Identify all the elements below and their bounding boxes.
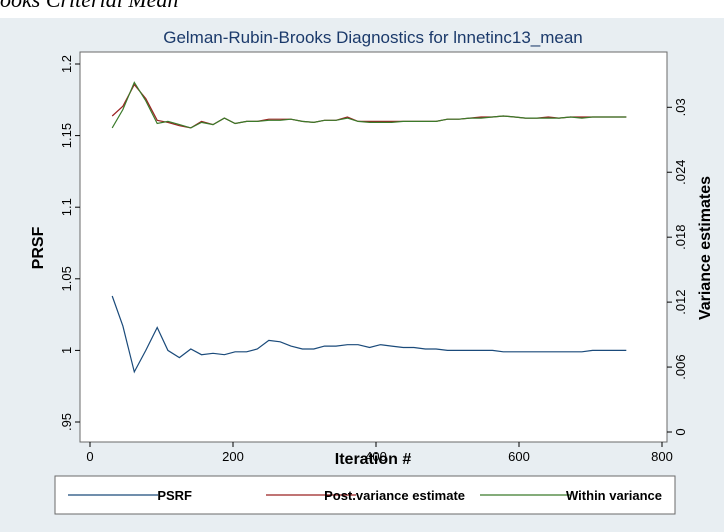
x-tick-label: 800 bbox=[651, 449, 673, 464]
series-line-3 bbox=[111, 81, 627, 129]
y-tick-label: 1.05 bbox=[59, 266, 74, 291]
chart-title: Gelman-Rubin-Brooks Diagnostics for lnne… bbox=[163, 28, 583, 47]
y-tick-label: .95 bbox=[59, 413, 74, 431]
series-lines bbox=[111, 81, 627, 374]
legend-box bbox=[54, 475, 676, 515]
y-tick-label: 1.1 bbox=[59, 198, 74, 216]
y-tick-label: 1.15 bbox=[59, 123, 74, 148]
legend: PSRF Post.variance estimate Within varianc… bbox=[68, 488, 662, 503]
series-line-1 bbox=[111, 295, 627, 374]
x-tick-label: 600 bbox=[508, 449, 530, 464]
plot-area bbox=[79, 51, 668, 443]
x-axis-label: Iteration # bbox=[335, 451, 412, 468]
legend-label: Post.variance estimate bbox=[324, 488, 465, 503]
y2-tick-label: .012 bbox=[673, 289, 688, 314]
legend-label: Within variance bbox=[566, 488, 662, 503]
y2-tick-label: .03 bbox=[673, 98, 688, 116]
x-tick-label: 0 bbox=[86, 449, 93, 464]
axis-ticks: 0 200 400 600 800 .95 1 1.05 1.1 1.15 1.2 0 .006 .012… bbox=[59, 55, 688, 464]
y-axis-label: PRSF bbox=[30, 226, 47, 269]
y2-tick-label: .006 bbox=[673, 354, 688, 379]
y-tick-label: 1.2 bbox=[59, 55, 74, 73]
y2-tick-label: 0 bbox=[673, 428, 688, 435]
y2-axis-label: Variance estimates bbox=[697, 176, 714, 320]
x-tick-label: 400 bbox=[365, 449, 387, 464]
y-tick-label: 1 bbox=[59, 347, 74, 354]
chart-svg: Gelman-Rubin-Brooks Diagnostics for lnne… bbox=[30, 28, 714, 515]
y2-tick-label: .024 bbox=[673, 160, 688, 185]
y2-tick-label: .018 bbox=[673, 225, 688, 250]
figure-caption: ooks Criterial Mean bbox=[0, 0, 178, 13]
chart-figure: Gelman-Rubin-Brooks Diagnostics for lnne… bbox=[0, 18, 724, 532]
x-tick-label: 200 bbox=[222, 449, 244, 464]
legend-label: PSRF bbox=[157, 488, 192, 503]
